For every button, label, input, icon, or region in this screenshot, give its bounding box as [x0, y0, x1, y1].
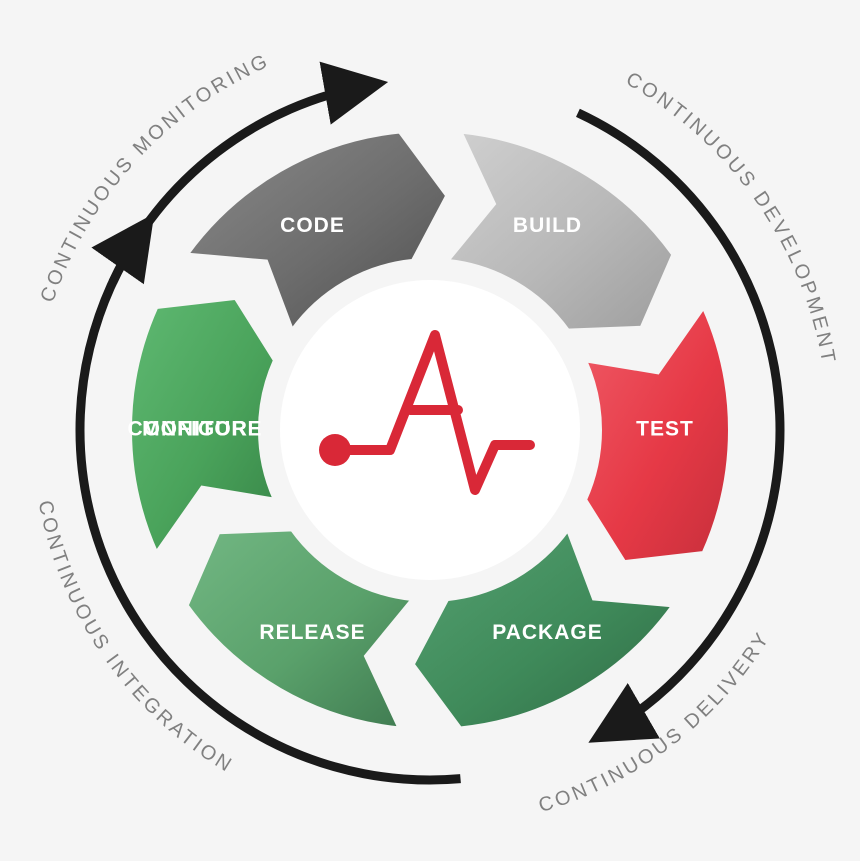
- center-circle: [280, 280, 580, 580]
- segment-label-code: CODE: [280, 214, 345, 237]
- devops-cycle-diagram: CODEBUILDTESTPACKAGERELEASECONFIGUREMONI…: [0, 0, 860, 861]
- segment-label-release: RELEASE: [259, 621, 365, 644]
- diagram-svg: CODEBUILDTESTPACKAGERELEASECONFIGUREMONI…: [0, 0, 860, 861]
- segment-label-test: TEST: [636, 418, 694, 441]
- segment-label-package: PACKAGE: [492, 621, 602, 644]
- segment-label-monitor: MONITOR: [142, 418, 248, 441]
- segment-label-build: BUILD: [513, 214, 582, 237]
